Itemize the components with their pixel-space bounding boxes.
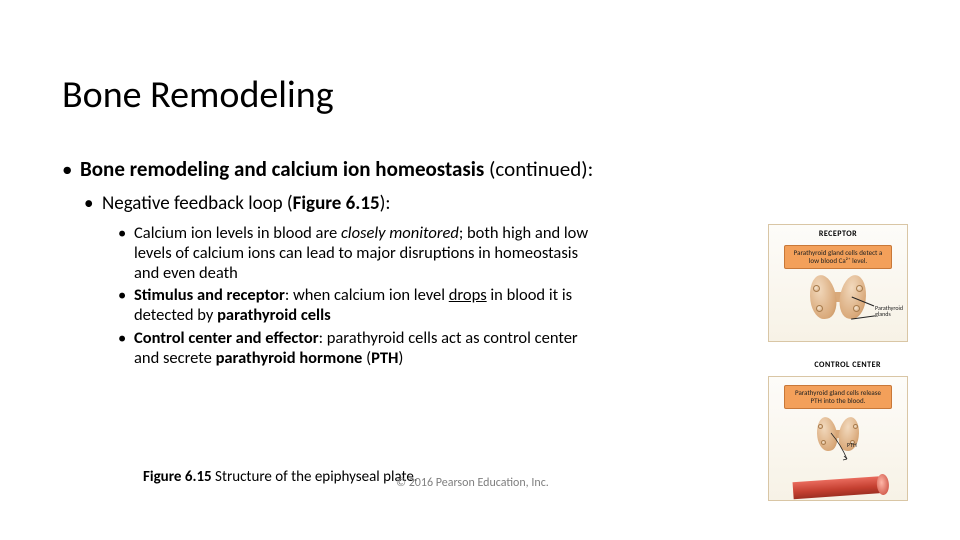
l3a-ital: closely monitored bbox=[341, 223, 459, 243]
bullet-level2: Negative feedback loop (Figure 6.15): bbox=[84, 192, 662, 216]
l3b-bold1: Stimulus and receptor bbox=[134, 285, 285, 305]
figure-caption-rest: Structure of the epiphyseal plate. bbox=[212, 468, 418, 486]
l3c-bold1: Control center and effector bbox=[134, 328, 319, 348]
bullet-l2-bold: Figure 6.15 bbox=[293, 192, 380, 215]
l3c-post2: ) bbox=[398, 348, 403, 368]
receptor-diagram: RECEPTOR Parathyroid gland cells detect … bbox=[768, 224, 908, 342]
receptor-text: Parathyroid gland cells detect a low blo… bbox=[784, 245, 892, 269]
bullet-l1-rest: (continued): bbox=[484, 156, 593, 182]
control-header: CONTROL CENTER bbox=[814, 360, 881, 370]
l3b-mid1: : when calcium ion level bbox=[285, 285, 449, 305]
l3b-bold2: parathyroid cells bbox=[217, 305, 331, 325]
bullet-level3-a: Calcium ion levels in blood are closely … bbox=[118, 224, 598, 283]
slide-title: Bone Remodeling bbox=[62, 72, 334, 118]
l3b-under: drops bbox=[449, 285, 487, 305]
receptor-header: RECEPTOR bbox=[769, 229, 907, 239]
content-region: Bone remodeling and calcium ion homeosta… bbox=[62, 156, 662, 372]
copyright-text: © 2016 Pearson Education, Inc. bbox=[396, 476, 549, 490]
control-diagram: Parathyroid gland cells release PTH into… bbox=[768, 376, 908, 501]
bullet-level3-b: Stimulus and receptor: when calcium ion … bbox=[118, 286, 598, 326]
pth-arrow-icon bbox=[827, 431, 857, 465]
bullet-l2-post: ): bbox=[380, 192, 391, 215]
l3c-bold3: PTH bbox=[371, 348, 398, 368]
figure-caption: Figure 6.15 Structure of the epiphyseal … bbox=[143, 468, 418, 486]
bullet-level1: Bone remodeling and calcium ion homeosta… bbox=[62, 156, 662, 182]
control-text: Parathyroid gland cells release PTH into… bbox=[784, 385, 892, 409]
parathyroid-label: Parathyroid glands bbox=[875, 305, 907, 317]
figure-caption-bold: Figure 6.15 bbox=[143, 468, 212, 486]
blood-vessel-icon bbox=[783, 465, 893, 510]
l3a-pre: Calcium ion levels in blood are bbox=[134, 223, 341, 243]
bullet-level3-c: Control center and effector: parathyroid… bbox=[118, 329, 598, 369]
bullet-l1-bold: Bone remodeling and calcium ion homeosta… bbox=[80, 156, 484, 182]
l3c-post: ( bbox=[362, 348, 371, 368]
bullet-l2-pre: Negative feedback loop ( bbox=[102, 192, 293, 215]
l3c-bold2: parathyroid hormone bbox=[216, 348, 363, 368]
